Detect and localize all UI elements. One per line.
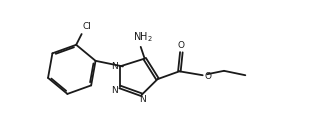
Text: Cl: Cl [83, 22, 91, 31]
Text: O: O [178, 41, 185, 50]
Text: N: N [112, 86, 118, 95]
Text: O: O [204, 72, 211, 81]
Text: N: N [139, 95, 145, 104]
Text: NH$_2$: NH$_2$ [133, 30, 153, 44]
Text: N: N [111, 62, 118, 71]
